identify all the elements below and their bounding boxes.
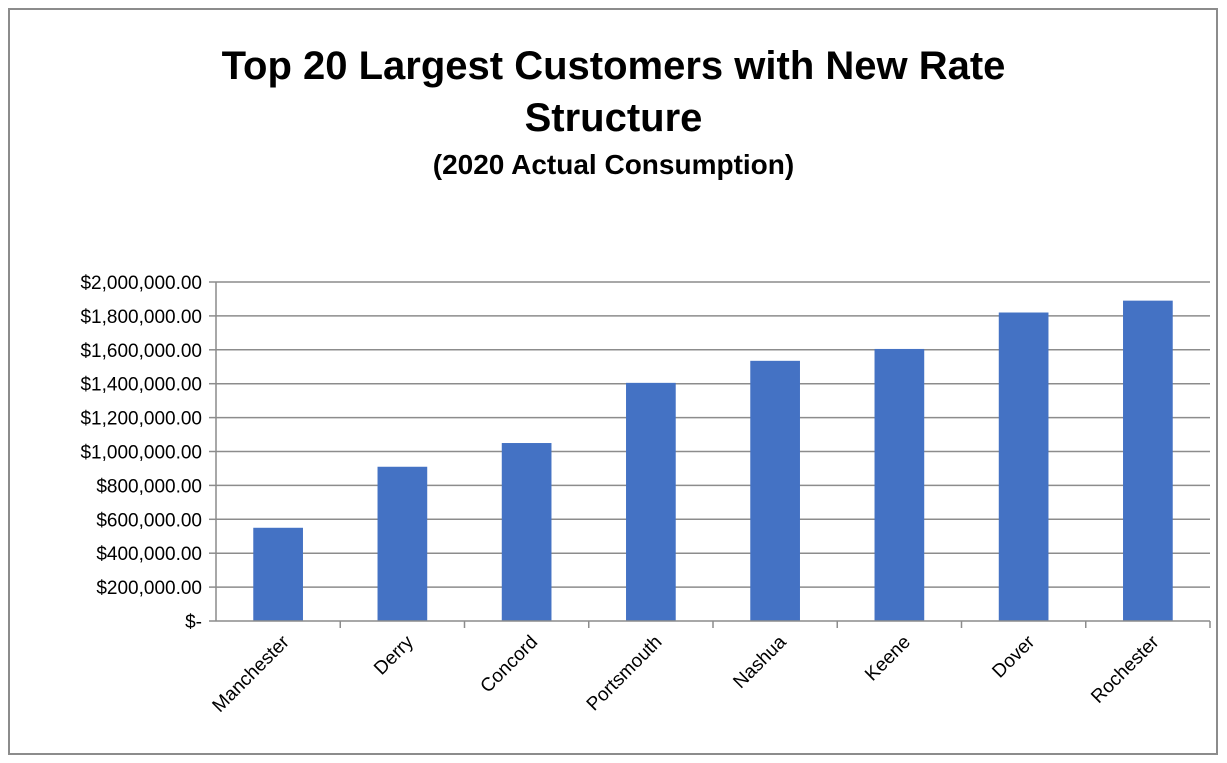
y-tick-label: $1,800,000.00: [80, 307, 202, 328]
y-tick-label: $1,600,000.00: [80, 341, 202, 362]
y-tick-label: $1,200,000.00: [80, 409, 202, 430]
x-axis-tick-labels: Manchester Derry Concord Portsmouth Nashua Ke…: [209, 631, 1164, 717]
chart-title: Top 20 Largest Customers with New Rate S…: [0, 40, 1227, 144]
y-tick-label: $-: [185, 612, 202, 633]
x-tick-label: Portsmouth: [583, 632, 667, 716]
bar-nashua: [750, 360, 800, 621]
bar-keene: [874, 348, 925, 621]
bar-derry: [377, 466, 428, 621]
y-tick-label: $400,000.00: [96, 544, 202, 565]
x-tick-label: Concord: [477, 632, 543, 698]
y-tick-label: $800,000.00: [96, 476, 202, 497]
bar-manchester: [253, 527, 303, 621]
bar-concord: [501, 443, 552, 621]
x-tick-label: Dover: [988, 631, 1039, 682]
y-tick-label: $2,000,000.00: [80, 273, 202, 294]
y-tick-label: $600,000.00: [96, 510, 202, 531]
x-tick-label: Manchester: [209, 631, 295, 717]
x-tick-label: Nashua: [729, 631, 790, 692]
y-tick-label: $200,000.00: [96, 578, 202, 599]
chart-title-line-2: Structure: [524, 96, 703, 140]
y-tick-label: $1,400,000.00: [80, 375, 202, 396]
y-tick-label: $1,000,000.00: [80, 443, 202, 464]
chart-title-line-1: Top 20 Largest Customers with New Rate: [221, 44, 1006, 88]
bar-portsmouth: [626, 382, 676, 621]
x-tick-label: Rochester: [1087, 631, 1164, 708]
y-axis-tick-labels: $- $200,000.00 $400,000.00 $600,000.00 $800,…: [80, 273, 202, 633]
bar-dover: [998, 312, 1049, 621]
x-tick-label: Derry: [370, 631, 418, 679]
bars: [253, 300, 1173, 621]
gridlines: [216, 281, 1210, 588]
x-tick-label: Keene: [861, 632, 915, 686]
axes: [209, 281, 1211, 628]
chart-subtitle: (2020 Actual Consumption): [432, 149, 795, 180]
bar-rochester: [1123, 300, 1173, 621]
